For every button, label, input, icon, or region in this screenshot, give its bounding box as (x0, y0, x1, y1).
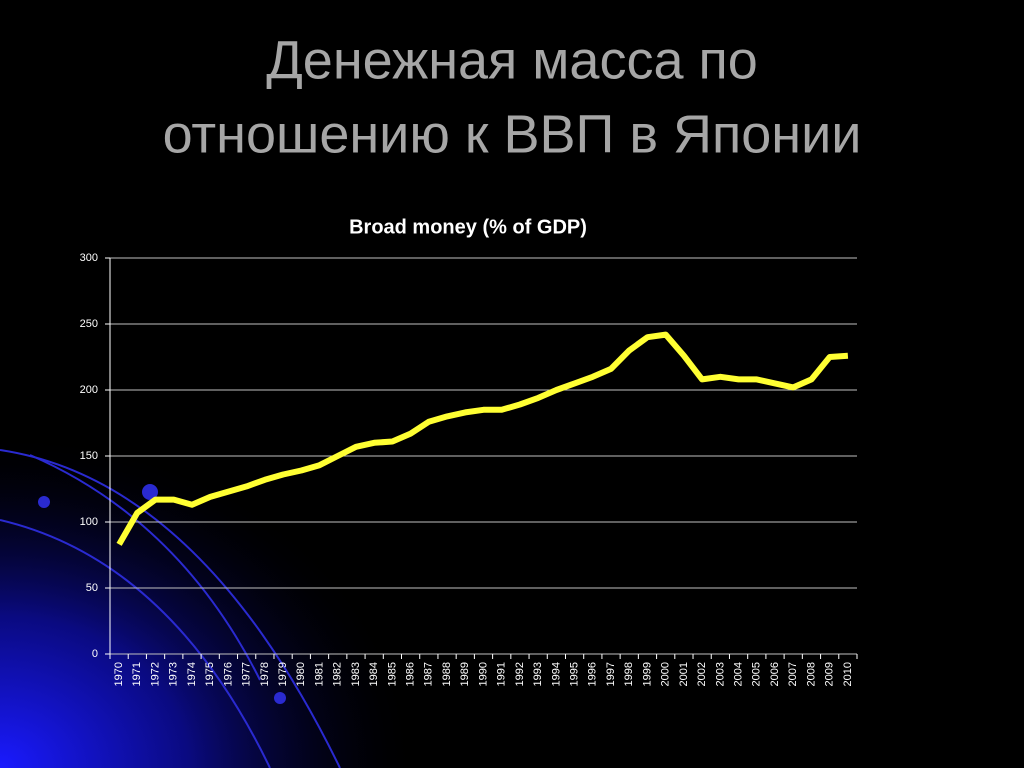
x-tick-label: 1986 (405, 662, 417, 686)
x-tick-label: 1981 (313, 662, 325, 686)
x-tick-label: 2007 (787, 662, 799, 686)
decoration-dot (274, 692, 286, 704)
y-tick-label: 250 (80, 318, 98, 330)
y-tick-label: 150 (80, 450, 98, 462)
y-tick-label: 100 (80, 516, 98, 528)
x-tick-label: 2001 (678, 662, 690, 686)
slide-title: Денежная масса по (266, 30, 758, 90)
decoration-dot (142, 484, 158, 500)
x-tick-label: 1989 (459, 662, 471, 686)
x-tick-label: 1974 (186, 662, 198, 686)
data-line (116, 331, 849, 546)
x-tick-label: 1972 (149, 662, 161, 686)
y-tick-label: 0 (92, 648, 98, 660)
decoration-arcs (0, 449, 341, 768)
y-tick-label: 200 (80, 384, 98, 396)
x-tick-label: 2006 (769, 662, 781, 686)
x-tick-label: 1984 (368, 662, 380, 686)
x-tick-label: 1987 (423, 662, 435, 686)
x-tick-label: 1993 (532, 662, 544, 686)
x-tick-label: 2009 (824, 662, 836, 686)
x-tick-label: 1992 (514, 662, 526, 686)
x-tick-label: 2010 (842, 662, 854, 686)
x-tick-label: 1971 (131, 662, 143, 686)
x-tick-label: 1982 (332, 662, 344, 686)
x-tick-label: 2008 (805, 662, 817, 686)
x-tick-label: 1973 (168, 662, 180, 686)
x-tick-label: 1970 (113, 662, 125, 686)
slide-title: отношению к ВВП в Японии (163, 104, 862, 164)
decoration-dot (38, 496, 50, 508)
x-tick-label: 1977 (241, 662, 253, 686)
plot: 0 50 100 150 200 250 300 1970 1971 1972 1973 1974 19… (80, 252, 858, 686)
x-tick-label: 1995 (569, 662, 581, 686)
x-tick-label: 2000 (660, 662, 672, 686)
x-tick-label: 1975 (204, 662, 216, 686)
x-tick-label: 1998 (623, 662, 635, 686)
x-tick-label: 1999 (641, 662, 653, 686)
x-tick-label: 1976 (222, 662, 234, 686)
x-tick-label: 1983 (350, 662, 362, 686)
x-tick-label: 2002 (696, 662, 708, 686)
x-tick-label: 1990 (477, 662, 489, 686)
x-tick-label: 2005 (751, 662, 763, 686)
x-tick-label: 1997 (605, 662, 617, 686)
x-tick-label: 1979 (277, 662, 289, 686)
y-tick-label: 50 (86, 582, 98, 594)
chart-title: Broad money (% of GDP) (349, 216, 587, 238)
y-tick-label: 300 (80, 252, 98, 264)
x-tick-label: 1991 (496, 662, 508, 686)
x-tick-label: 1978 (259, 662, 271, 686)
x-tick-label: 1985 (386, 662, 398, 686)
x-tick-label: 1980 (295, 662, 307, 686)
x-tick-label: 1988 (441, 662, 453, 686)
x-tick-label: 2004 (732, 662, 744, 686)
x-tick-label: 2003 (714, 662, 726, 686)
x-tick-label: 1994 (550, 662, 562, 686)
x-tick-label: 1996 (587, 662, 599, 686)
